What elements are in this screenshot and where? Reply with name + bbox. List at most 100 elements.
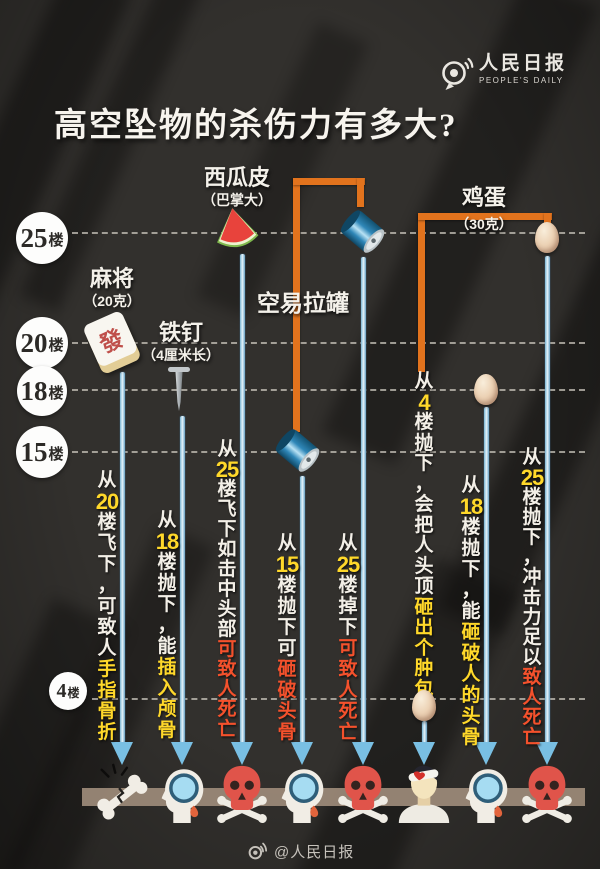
bracket-object-label: 鸡蛋	[461, 185, 507, 210]
description-char: 亡	[217, 719, 237, 740]
masthead-logo: 人民日报 PEOPLE'S DAILY	[440, 53, 567, 94]
description-char: ，	[414, 473, 434, 495]
description-char: 中	[217, 579, 237, 600]
description-char: 楼	[157, 552, 177, 573]
description-char: 顶	[414, 576, 434, 597]
description-char: 冲	[522, 567, 542, 588]
floor-dashed-line	[72, 451, 585, 453]
description-char: 楼	[277, 575, 297, 596]
fall-arrow-head	[171, 742, 193, 765]
fall-description: 从 20 楼飞下，可致人手指骨折	[93, 470, 121, 743]
bracket-line-top	[418, 213, 552, 220]
fall-arrow-head	[291, 742, 313, 765]
floor-badge-number: 20	[20, 327, 48, 358]
floor-badge-suffix: 楼	[48, 446, 64, 463]
xray-head-icon	[455, 762, 517, 824]
description-char: 把	[414, 514, 434, 536]
description-char: 下	[97, 554, 117, 575]
egg-object	[412, 690, 436, 721]
floor-number-text: 25	[215, 457, 239, 482]
egg-object	[535, 222, 559, 253]
description-char: 楼	[217, 479, 237, 500]
description-char: 颅	[157, 699, 177, 720]
description-char: 会	[414, 494, 434, 515]
description-char: 致	[217, 659, 237, 680]
fall-description: 从 25 楼抛下，冲击力足以致人死亡	[518, 448, 546, 748]
death-skull-icon	[211, 762, 273, 824]
fall-arrow-shaft	[300, 476, 305, 743]
description-char: 抛	[522, 507, 542, 528]
floor-badge: 25 楼	[16, 212, 68, 264]
fall-arrow-shaft	[361, 257, 366, 743]
description-char: 亡	[522, 727, 542, 748]
description-char: 致	[522, 667, 542, 688]
description-char: 下	[157, 594, 177, 615]
object-label: 西瓜皮	[203, 165, 271, 190]
object-sublabel: （20克）	[83, 293, 141, 309]
fall-description: 从 18 楼抛下，能砸破人的头骨	[457, 475, 485, 748]
description-char: 楼	[97, 512, 117, 533]
description-char: 手	[97, 659, 117, 680]
bracket-object-sublabel: （30克）	[455, 216, 513, 232]
description-char: 致	[338, 659, 358, 680]
description-char: 头	[414, 555, 434, 577]
floor-number-text: 15	[275, 552, 299, 577]
description-char: 死	[217, 699, 237, 720]
fall-arrow-head	[475, 742, 497, 765]
description-char: 能	[461, 601, 481, 622]
description-char: 可	[217, 639, 237, 660]
description-char: 从	[97, 470, 117, 491]
description-char: 人	[461, 664, 481, 685]
fall-description: 从 25 楼掉下可致人死亡	[334, 533, 362, 743]
description-char: 从	[414, 371, 434, 392]
description-char: 从	[157, 510, 177, 531]
description-char: 抛	[414, 432, 434, 454]
fall-description: 从 4 楼抛下，会把人头顶砸出个肿包	[410, 371, 438, 700]
description-char: 下	[338, 617, 358, 638]
fall-arrow-shaft	[240, 254, 245, 743]
floor-number-text: 18	[155, 529, 179, 554]
description-char: 如	[217, 539, 237, 560]
fall-arrow-head	[231, 742, 253, 765]
description-char: 楼	[414, 412, 434, 433]
fall-arrow-shaft	[120, 372, 125, 743]
description-char: 抛	[157, 573, 177, 594]
description-char: ，	[157, 615, 177, 636]
floor-badge: 15 楼	[16, 426, 68, 478]
bracket-line-top	[293, 178, 365, 185]
soda-can-object	[339, 206, 385, 256]
death-skull-icon	[516, 762, 578, 824]
description-char: 折	[97, 722, 117, 743]
floor-badge-suffix: 楼	[48, 337, 64, 354]
description-char: 从	[522, 447, 542, 468]
description-char: 下	[461, 559, 481, 580]
description-char: 以	[522, 647, 542, 668]
description-char: 死	[522, 707, 542, 728]
description-char: 力	[522, 607, 542, 628]
bracket-line-right	[544, 213, 551, 230]
fall-arrow-shaft	[484, 407, 489, 743]
description-char: 足	[522, 627, 542, 648]
fall-arrow-shaft	[180, 416, 185, 743]
description-char: 击	[217, 559, 237, 580]
description-char: 砸	[277, 659, 297, 680]
description-char: 的	[461, 685, 481, 706]
description-char: 人	[97, 638, 117, 659]
description-char: 破	[461, 643, 481, 664]
description-char: 从	[461, 475, 481, 496]
description-char: 骨	[277, 722, 297, 743]
description-char: 掉	[338, 596, 358, 617]
fall-arrow-head	[413, 742, 435, 765]
iron-nail-object	[167, 366, 191, 414]
description-char: ，	[97, 575, 117, 596]
description-char: 从	[277, 533, 297, 554]
floor-dashed-line	[72, 342, 585, 344]
description-char: 下	[277, 617, 297, 638]
floor-number-text: 20	[95, 489, 119, 514]
footer-handle: @人民日报	[274, 843, 355, 861]
description-char: 致	[97, 617, 117, 638]
watermelon-rind-object	[211, 206, 261, 252]
fall-arrow-shaft	[545, 256, 550, 743]
